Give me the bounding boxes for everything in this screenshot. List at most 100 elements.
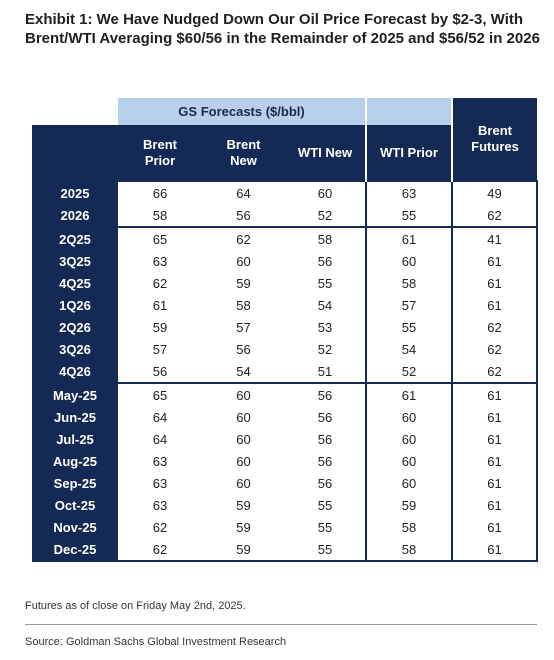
table-cell: 59: [236, 497, 251, 513]
table-cell: 61: [451, 382, 539, 406]
table-cell: 55: [317, 519, 333, 535]
table-cell: 56: [285, 382, 367, 406]
table-cell: 61: [451, 428, 539, 450]
table-cell: 60: [365, 450, 453, 472]
table-row: 2Q25 65 62 58 61 41: [32, 226, 539, 250]
table-cell: 58: [365, 538, 453, 561]
table-cell: 59: [236, 275, 251, 291]
table-cell: 62: [152, 519, 168, 535]
table-cell: 60: [236, 453, 251, 469]
table-row: Sep-25 63 60 56 60 61: [32, 472, 539, 494]
row-label: 2Q26: [32, 316, 118, 338]
table-cell: 56: [317, 253, 333, 269]
table-cell: 61: [451, 294, 539, 316]
table-cell: 64: [152, 409, 168, 425]
row-label: 1Q26: [32, 294, 118, 316]
source-line: Source: Goldman Sachs Global Investment …: [25, 636, 287, 648]
table-cell: 65: [118, 226, 202, 250]
row-label: 3Q25: [32, 250, 118, 272]
table-cell: 55: [317, 275, 333, 291]
table-cell: 59: [236, 519, 251, 535]
table-cell: 60: [365, 250, 453, 272]
table-cell: 56: [317, 475, 333, 491]
col-header-wti-prior: WTI Prior: [365, 125, 453, 181]
table-cell: 56: [317, 409, 333, 425]
row-label: May-25: [32, 382, 118, 406]
table-cell: 60: [365, 406, 453, 428]
table-row: May-25 65 60 56 61 61: [32, 382, 539, 406]
row-label: Dec-25: [32, 538, 118, 561]
row-label-header: [32, 125, 118, 181]
row-label: Aug-25: [32, 450, 118, 472]
table-row: 2025 66 64 60 63 49: [32, 180, 539, 204]
table-cell: 59: [365, 494, 453, 516]
col-header-brent-prior: Brent Prior: [118, 125, 202, 181]
table-cell: 55: [317, 541, 333, 557]
header-blank-cell: [365, 98, 453, 125]
gs-forecasts-header: GS Forecasts ($/bbl): [118, 98, 367, 125]
table-cell: 61: [152, 297, 168, 313]
table-row: 4Q26 56 54 51 52 62: [32, 360, 539, 383]
table-cell: 61: [451, 450, 539, 472]
table-row: 2026 58 56 52 55 62: [32, 204, 539, 227]
corner-cell: [32, 98, 118, 125]
table-cell: 60: [236, 431, 251, 447]
table-cell: 52: [317, 341, 333, 357]
row-label: Jun-25: [32, 406, 118, 428]
row-label: 3Q26: [32, 338, 118, 360]
table-cell: 61: [451, 272, 539, 294]
row-label: 4Q25: [32, 272, 118, 294]
table-cell: 57: [365, 294, 453, 316]
table-cell: 52: [317, 207, 333, 223]
table-cell: 60: [365, 472, 453, 494]
table-row: Jun-25 64 60 56 60 61: [32, 406, 539, 428]
exhibit-title: Exhibit 1: We Have Nudged Down Our Oil P…: [25, 11, 540, 47]
table-cell: 64: [152, 431, 168, 447]
row-label: Sep-25: [32, 472, 118, 494]
table-cell: 58: [236, 297, 251, 313]
table-cell: 61: [451, 516, 539, 538]
col-header-brent-futures: Brent Futures: [451, 98, 538, 181]
table-cell: 55: [317, 497, 333, 513]
table-cell: 60: [236, 409, 251, 425]
table-cell: 63: [152, 253, 168, 269]
table-cell: 61: [451, 494, 539, 516]
table-cell: 63: [152, 497, 168, 513]
table-row: 1Q26 61 58 54 57 61: [32, 294, 539, 316]
table-cell: 58: [365, 516, 453, 538]
table-row: Jul-25 64 60 56 60 61: [32, 428, 539, 450]
table-cell: 63: [152, 475, 168, 491]
table-cell: 57: [236, 319, 251, 335]
table-cell: 60: [202, 382, 285, 406]
table-cell: 56: [317, 431, 333, 447]
table-cell: 58: [365, 272, 453, 294]
futures-note: Futures as of close on Friday May 2nd, 2…: [25, 600, 246, 612]
table-cell: 59: [152, 319, 168, 335]
table-body: 2025 66 64 60 63 49 2026 58 56 52 55 62 2Q25 65 62 58 61…: [32, 180, 539, 561]
table-cell: 60: [236, 253, 251, 269]
table-cell: 53: [317, 319, 333, 335]
table-row: 4Q25 62 59 55 58 61: [32, 272, 539, 294]
table-cell: 61: [451, 472, 539, 494]
table-cell: 59: [236, 541, 251, 557]
table-row: 2Q26 59 57 53 55 62: [32, 316, 539, 338]
table-cell: 62: [152, 541, 168, 557]
row-label: Nov-25: [32, 516, 118, 538]
table-cell: 63: [365, 180, 453, 204]
divider-line: [25, 624, 537, 625]
table-row: Aug-25 63 60 56 60 61: [32, 450, 539, 472]
table-cell: 56: [236, 341, 251, 357]
table-cell: 60: [285, 180, 367, 204]
table-row: 3Q25 63 60 56 60 61: [32, 250, 539, 272]
table-cell: 55: [365, 316, 453, 338]
forecast-table-container: GS Forecasts ($/bbl) Brent Futures Brent…: [32, 98, 539, 562]
table-cell: 61: [451, 406, 539, 428]
table-cell: 41: [451, 226, 539, 250]
table-cell: 61: [451, 250, 539, 272]
row-label: 2026: [32, 204, 118, 227]
table-cell: 61: [365, 226, 453, 250]
table-cell: 62: [202, 226, 285, 250]
table-cell: 65: [118, 382, 202, 406]
table-row: Nov-25 62 59 55 58 61: [32, 516, 539, 538]
table-cell: 57: [152, 341, 168, 357]
